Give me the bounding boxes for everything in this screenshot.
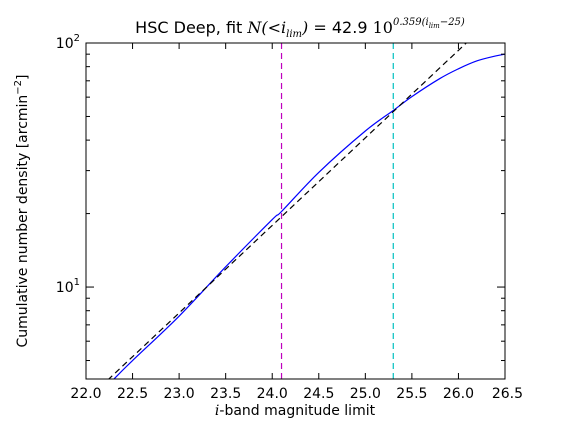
title-lhs: N(<i [246, 18, 286, 37]
x-tick-label-6: 25.0 [350, 386, 381, 402]
x-tick-label-0: 22.0 [70, 386, 101, 402]
title-exponent-sub: lim [429, 22, 440, 30]
title-exponent-tail: −25) [440, 17, 465, 28]
x-axis-label-rest: -band magnitude limit [219, 403, 375, 419]
x-tick-label-7: 25.5 [396, 386, 427, 402]
y-tick-label-0: 101 [56, 277, 80, 296]
x-tick-label-3: 23.5 [210, 386, 241, 402]
x-tick-label-2: 23.0 [164, 386, 195, 402]
title-prefix: HSC Deep, fit [135, 18, 247, 37]
plot-frame [85, 42, 506, 380]
x-tick-label-5: 24.5 [303, 386, 334, 402]
title-coef: 42.9 [332, 18, 373, 37]
y-axis-label: Cumulative number density [arcmin−2] [13, 74, 31, 347]
title-eq: ) = [301, 18, 332, 37]
x-tick-label-1: 22.5 [117, 386, 148, 402]
plot-data [107, 43, 505, 379]
axis-ticks: 22.0 22.5 23.0 23.5 24.0 24.5 25.0 25.5 26.0 26.5… [56, 33, 523, 402]
title-exponent: 0.359(i [393, 17, 429, 28]
series-1-fit-line [107, 43, 468, 379]
x-tick-label-8: 26.0 [443, 386, 474, 402]
x-tick-label-4: 24.0 [257, 386, 288, 402]
x-axis-label-italic: i [215, 403, 219, 419]
chart-title: HSC Deep, fit N(<ilim) = 42.9 100.359(il… [135, 17, 465, 40]
y-axis-label-sup: −2 [13, 80, 24, 95]
title-lhs-sub: lim [286, 29, 302, 40]
title-base: 10 [373, 18, 393, 37]
y-axis-label-main: Cumulative number density [arcmin [15, 95, 31, 348]
x-tick-label-9: 26.5 [492, 386, 523, 402]
x-axis-label: i-band magnitude limit [215, 403, 376, 419]
y-axis-label-tail: ] [15, 74, 31, 79]
y-tick-label-1: 102 [56, 33, 80, 52]
series-0-data-curve [113, 53, 505, 379]
